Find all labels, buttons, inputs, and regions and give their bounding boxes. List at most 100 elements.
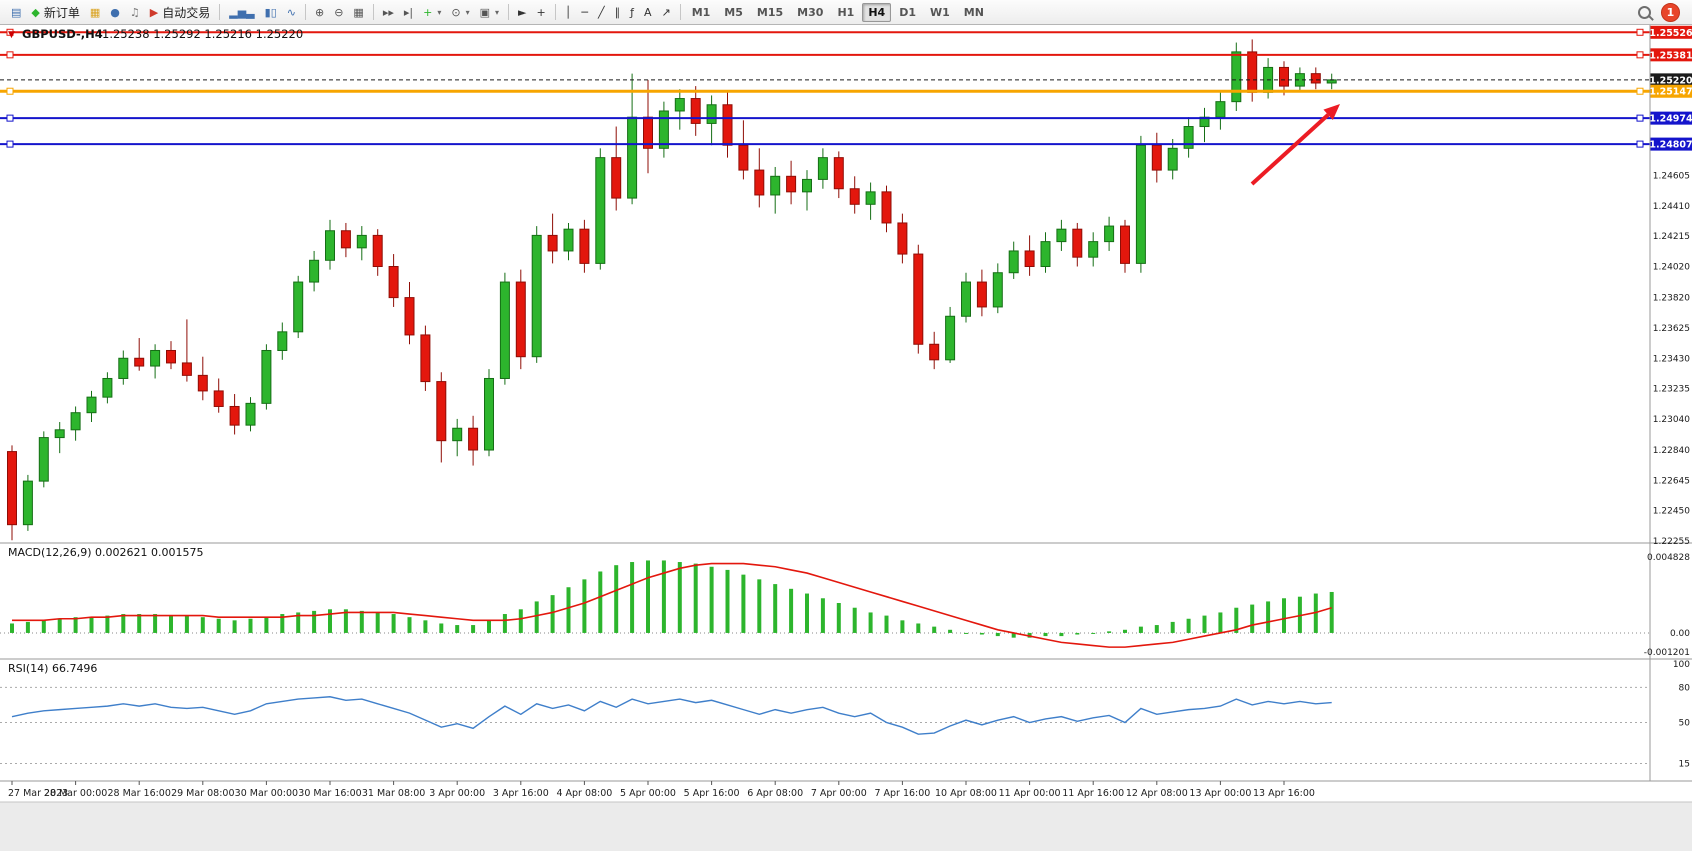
- macd-histogram-bar: [296, 612, 301, 633]
- price-scale-label: 1.23040: [1653, 415, 1690, 425]
- timeframe-m15-button[interactable]: M15: [751, 3, 789, 22]
- time-axis-label: 5 Apr 00:00: [620, 788, 676, 799]
- zoom-in-button[interactable]: ⊕: [310, 2, 329, 22]
- tile-windows-icon: ▦: [353, 5, 364, 19]
- candlestick-chart-type-button[interactable]: ▮▯: [260, 2, 282, 22]
- bull-candle: [563, 228, 574, 252]
- cursor-button[interactable]: ►: [513, 2, 531, 22]
- bear-candle: [690, 98, 701, 124]
- tile-windows-button[interactable]: ▦: [348, 2, 368, 22]
- macd-histogram-bar: [375, 612, 380, 633]
- macd-histogram-bar: [677, 562, 682, 633]
- timeframe-h1-button[interactable]: H1: [831, 3, 860, 22]
- bull-candle: [245, 402, 256, 426]
- time-axis-label: 30 Mar 00:00: [235, 788, 298, 799]
- bull-candle: [261, 349, 272, 404]
- time-axis-label: 6 Apr 08:00: [747, 788, 803, 799]
- bull-candle: [54, 429, 65, 439]
- notifications-badge[interactable]: 1: [1661, 2, 1680, 22]
- timeframe-m1-button[interactable]: M1: [686, 3, 717, 22]
- time-axis-label: 3 Apr 00:00: [429, 788, 485, 799]
- line-handle[interactable]: [1636, 140, 1644, 148]
- macd-histogram-bar: [1107, 631, 1112, 633]
- macd-scale-label: 0.004828: [1647, 553, 1690, 563]
- market-sounds-button[interactable]: ♫: [125, 2, 145, 22]
- timeframe-w1-button[interactable]: W1: [924, 3, 956, 22]
- macd-histogram-bar: [868, 612, 873, 633]
- macd-histogram-bar: [836, 603, 841, 633]
- indicators-button[interactable]: + ▾: [418, 2, 446, 22]
- bear-candle: [976, 281, 987, 308]
- line-chart-type-button[interactable]: ∿: [282, 2, 301, 22]
- macd-histogram-bar: [216, 618, 221, 633]
- chart-background[interactable]: [0, 25, 1692, 802]
- macd-scale-label: -0.001201: [1644, 648, 1690, 658]
- price-tag: [1650, 137, 1692, 151]
- bull-candle: [1231, 51, 1242, 103]
- new-order-button[interactable]: ◆ 新订单: [26, 2, 84, 22]
- price-scale[interactable]: [1650, 25, 1692, 781]
- line-handle[interactable]: [6, 51, 14, 59]
- macd-histogram-bar: [1091, 632, 1096, 634]
- autotrading-button[interactable]: ▶ 自动交易: [145, 2, 215, 22]
- bar-chart-type-button[interactable]: ▂▅▃: [224, 2, 259, 22]
- profiles-icon: ●: [110, 5, 120, 19]
- arrow-tool-button[interactable]: ↗: [656, 2, 675, 22]
- line-handle[interactable]: [1636, 28, 1644, 36]
- macd-histogram-bar: [964, 632, 968, 634]
- new-chart-button[interactable]: ▤: [6, 2, 26, 22]
- line-handle[interactable]: [1636, 51, 1644, 59]
- time-axis[interactable]: [0, 781, 1692, 802]
- bull-candle: [1167, 147, 1178, 171]
- auto-scroll-button[interactable]: ▸▸: [378, 2, 399, 22]
- bear-candle: [388, 266, 399, 299]
- macd-histogram-bar: [725, 569, 730, 633]
- line-handle[interactable]: [6, 28, 14, 36]
- timeframe-mn-button[interactable]: MN: [958, 3, 990, 22]
- annotation-arrow[interactable]: [1250, 113, 1330, 186]
- line-handle[interactable]: [6, 87, 14, 95]
- bull-candle: [706, 104, 717, 124]
- macd-histogram-bar: [1218, 612, 1223, 633]
- bull-candle: [325, 230, 335, 261]
- text-button[interactable]: A: [639, 2, 657, 22]
- macd-histogram-bar: [1186, 618, 1191, 633]
- crosshair-button[interactable]: +: [531, 2, 550, 22]
- macd-histogram-bar: [1059, 632, 1064, 637]
- line-handle[interactable]: [6, 114, 14, 122]
- history-center-button[interactable]: ▦: [85, 2, 105, 22]
- profiles-button[interactable]: ●: [105, 2, 125, 22]
- bear-candle: [1247, 51, 1258, 93]
- zoom-out-button[interactable]: ⊖: [329, 2, 348, 22]
- macd-histogram-bar: [979, 632, 984, 635]
- bear-candle: [134, 357, 145, 367]
- autotrading-icon: ▶: [149, 5, 159, 19]
- vertical-line-button[interactable]: │: [560, 2, 577, 22]
- macd-histogram-bar: [916, 623, 921, 633]
- macd-histogram-bar: [757, 579, 762, 633]
- bear-candle: [754, 169, 765, 196]
- timeframe-m30-button[interactable]: M30: [791, 3, 829, 22]
- line-handle[interactable]: [1636, 87, 1644, 95]
- templates-button[interactable]: ▣ ▾: [475, 2, 504, 22]
- line-handle[interactable]: [1636, 114, 1644, 122]
- line-handle[interactable]: [6, 140, 14, 148]
- timeframe-d1-button[interactable]: D1: [893, 3, 922, 22]
- timeframe-m5-button[interactable]: M5: [718, 3, 749, 22]
- line-chart-type-icon: ∿: [286, 5, 296, 19]
- trendline-button[interactable]: ╱: [593, 2, 610, 22]
- chart-shift-button[interactable]: ▸|: [399, 2, 418, 22]
- horizontal-line-button[interactable]: ─: [576, 2, 593, 22]
- periods-button[interactable]: ⊙ ▾: [446, 2, 474, 22]
- zoom-in-icon: ⊕: [314, 5, 325, 19]
- search-icon[interactable]: [1638, 5, 1651, 19]
- macd-histogram-bar: [1123, 629, 1127, 633]
- channel-button[interactable]: ∥: [610, 2, 626, 22]
- time-axis-label: 13 Apr 00:00: [1189, 788, 1251, 799]
- time-axis-label: 28 Mar 00:00: [44, 788, 107, 799]
- fibonacci-button[interactable]: ƒ: [625, 2, 639, 22]
- bear-candle: [372, 234, 383, 268]
- new-chart-icon: ▤: [11, 5, 22, 19]
- timeframe-h4-button[interactable]: H4: [862, 2, 892, 22]
